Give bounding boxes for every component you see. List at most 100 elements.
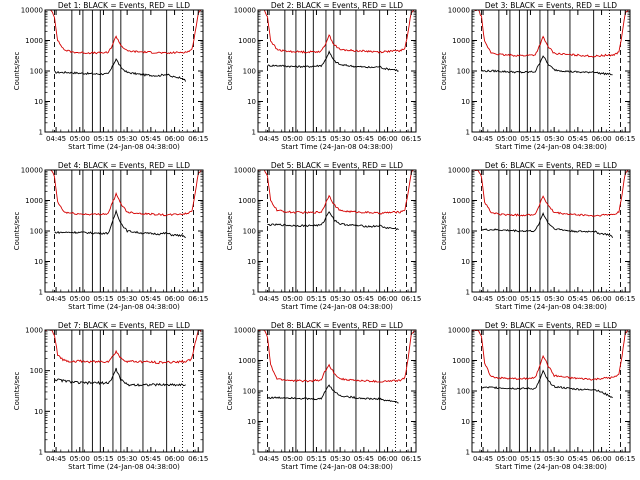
x-tick-label: 05:45 <box>141 455 161 463</box>
events-series-line <box>267 50 399 72</box>
lld-series-line <box>472 10 629 58</box>
x-axis-label: Start Time (24-Jan-08 04:38:00) <box>281 303 393 311</box>
y-tick-label: 10 <box>461 98 470 106</box>
y-tick-label: 10 <box>34 408 43 416</box>
panel-title: Det 4: BLACK = Events, RED = LLD <box>58 161 190 170</box>
x-tick-label: 05:15 <box>520 455 540 463</box>
detector-panel: 1 10 100 1000 10000 04:45 05:00 05:15 05:30 05:45… <box>13 1 208 151</box>
x-tick-label: 04:45 <box>259 295 279 303</box>
y-tick-label: 1000 <box>25 197 43 205</box>
y-tick-label: 100 <box>457 228 470 236</box>
lld-series-line <box>45 10 202 55</box>
x-tick-label: 06:15 <box>401 455 421 463</box>
lld-series-line <box>472 330 629 381</box>
x-tick-label: 05:15 <box>306 455 326 463</box>
x-tick-label: 05:30 <box>117 455 137 463</box>
x-tick-label: 06:00 <box>591 295 611 303</box>
x-tick-label: 05:00 <box>70 135 90 143</box>
x-tick-label: 04:45 <box>46 135 66 143</box>
y-tick-label: 100 <box>243 68 256 76</box>
events-series-line <box>267 211 399 231</box>
y-tick-label: 1000 <box>452 357 470 365</box>
detector-panel: 1 10 100 1000 10000 04:45 05:00 05:15 05:30 05:45… <box>226 161 421 311</box>
x-tick-label: 04:45 <box>259 135 279 143</box>
x-tick-label: 05:30 <box>117 135 137 143</box>
lld-series-line <box>472 170 629 217</box>
x-tick-label: 05:00 <box>283 295 303 303</box>
x-tick-label: 06:00 <box>377 455 397 463</box>
y-tick-label: 100 <box>457 68 470 76</box>
detector-panel: 1 10 100 1000 04:45 05:00 05:15 05:30 05:45 06:00… <box>13 321 208 471</box>
x-tick-label: 05:45 <box>568 135 588 143</box>
y-tick-label: 1 <box>252 129 256 137</box>
x-tick-label: 06:00 <box>164 295 184 303</box>
x-axis-label: Start Time (24-Jan-08 04:38:00) <box>495 463 607 471</box>
x-tick-label: 06:15 <box>615 135 635 143</box>
y-tick-label: 100 <box>457 388 470 396</box>
lld-series-line <box>45 170 202 217</box>
lld-series-line <box>45 330 202 365</box>
x-axis-label: Start Time (24-Jan-08 04:38:00) <box>68 463 180 471</box>
x-tick-label: 05:15 <box>306 135 326 143</box>
x-axis-label: Start Time (24-Jan-08 04:38:00) <box>495 303 607 311</box>
panel-title: Det 6: BLACK = Events, RED = LLD <box>485 161 617 170</box>
y-tick-label: 100 <box>243 388 256 396</box>
x-tick-label: 04:45 <box>473 455 493 463</box>
panel-title: Det 8: BLACK = Events, RED = LLD <box>271 321 403 330</box>
lld-series-line <box>258 330 415 383</box>
y-tick-label: 10000 <box>448 167 470 175</box>
panel-title: Det 3: BLACK = Events, RED = LLD <box>485 1 617 10</box>
y-axis-label: Counts/sec <box>226 212 234 251</box>
y-tick-label: 10000 <box>234 7 256 15</box>
x-axis-label: Start Time (24-Jan-08 04:38:00) <box>281 463 393 471</box>
y-tick-label: 1 <box>39 449 43 457</box>
y-tick-label: 1000 <box>238 357 256 365</box>
y-axis-label: Counts/sec <box>440 212 448 251</box>
x-tick-label: 04:45 <box>46 455 66 463</box>
y-tick-label: 1 <box>39 289 43 297</box>
events-series-line <box>481 212 613 239</box>
x-tick-label: 05:00 <box>283 135 303 143</box>
x-tick-label: 06:00 <box>377 135 397 143</box>
y-tick-label: 10000 <box>448 327 470 335</box>
panel-title: Det 1: BLACK = Events, RED = LLD <box>58 1 190 10</box>
events-series-line <box>267 384 399 404</box>
x-tick-label: 05:30 <box>544 455 564 463</box>
y-axis-label: Counts/sec <box>13 372 21 411</box>
y-tick-label: 10 <box>247 98 256 106</box>
x-tick-label: 05:30 <box>330 295 350 303</box>
y-tick-label: 1000 <box>452 37 470 45</box>
y-axis-label: Counts/sec <box>13 212 21 251</box>
x-tick-label: 05:00 <box>497 135 517 143</box>
y-tick-label: 10 <box>247 258 256 266</box>
y-tick-label: 10 <box>247 418 256 426</box>
x-tick-label: 06:15 <box>188 135 208 143</box>
x-tick-label: 06:15 <box>188 295 208 303</box>
y-tick-label: 100 <box>30 367 43 375</box>
y-tick-label: 100 <box>30 228 43 236</box>
y-tick-label: 10000 <box>234 167 256 175</box>
x-tick-label: 06:00 <box>591 455 611 463</box>
x-tick-label: 05:45 <box>354 455 374 463</box>
x-tick-label: 06:15 <box>401 295 421 303</box>
events-series-line <box>54 58 187 82</box>
x-tick-label: 05:45 <box>568 455 588 463</box>
detector-panel: 1 10 100 1000 10000 04:45 05:00 05:15 05:30 05:45… <box>226 321 421 471</box>
x-tick-label: 06:00 <box>377 295 397 303</box>
panel-title: Det 2: BLACK = Events, RED = LLD <box>271 1 403 10</box>
y-tick-label: 100 <box>30 68 43 76</box>
x-tick-label: 05:15 <box>520 135 540 143</box>
x-tick-label: 04:45 <box>473 295 493 303</box>
y-tick-label: 1000 <box>238 37 256 45</box>
y-tick-label: 10000 <box>21 167 43 175</box>
y-tick-label: 10 <box>461 418 470 426</box>
panel-title: Det 7: BLACK = Events, RED = LLD <box>58 321 190 330</box>
panel-title: Det 9: BLACK = Events, RED = LLD <box>485 321 617 330</box>
y-tick-label: 1 <box>466 449 470 457</box>
y-tick-label: 1 <box>252 449 256 457</box>
x-axis-label: Start Time (24-Jan-08 04:38:00) <box>495 143 607 151</box>
y-tick-label: 1000 <box>25 37 43 45</box>
events-series-line <box>481 55 613 76</box>
